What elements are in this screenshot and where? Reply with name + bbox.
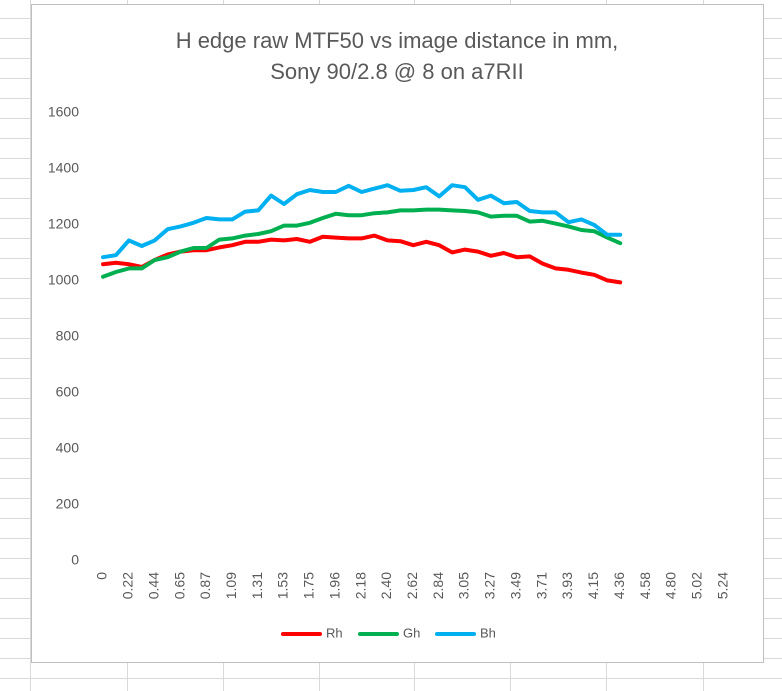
series-line	[101, 207, 623, 279]
x-tick-label: 5.24	[714, 572, 730, 599]
legend-label: Rh	[326, 625, 343, 640]
legend-label: Gh	[403, 625, 420, 640]
chart-title: Sony 90/2.8 @ 8 on a7RII	[270, 59, 524, 84]
x-tick-label: 2.62	[404, 572, 420, 599]
x-tick-label: 1.31	[249, 572, 265, 599]
y-tick-label: 1200	[48, 216, 79, 232]
x-tick-label: 1.75	[301, 572, 317, 599]
x-tick-label: 0.65	[171, 572, 187, 599]
legend-label: Bh	[480, 625, 496, 640]
x-tick-label: 4.58	[637, 572, 653, 599]
x-tick-label: 2.40	[378, 572, 394, 599]
x-tick-label: 3.93	[559, 572, 575, 599]
x-tick-label: 3.49	[507, 572, 523, 599]
y-tick-label: 400	[56, 440, 80, 456]
x-tick-label: 0.22	[120, 572, 136, 599]
x-tick-label: 1.53	[275, 572, 291, 599]
x-tick-label: 0.44	[145, 572, 161, 599]
x-tick-label: 3.05	[456, 572, 472, 599]
y-tick-label: 800	[56, 328, 80, 344]
x-tick-label: 2.84	[430, 572, 446, 599]
y-tick-label: 1400	[48, 160, 79, 176]
x-tick-label: 5.02	[688, 572, 704, 599]
x-tick-label: 2.18	[352, 572, 368, 599]
y-tick-label: 1000	[48, 272, 79, 288]
x-tick-label: 1.09	[223, 572, 239, 599]
x-tick-label: 3.27	[482, 572, 498, 599]
x-tick-label: 1.96	[326, 572, 342, 599]
series-line	[101, 183, 623, 260]
y-tick-label: 1600	[48, 104, 79, 120]
x-tick-label: 4.80	[663, 572, 679, 599]
y-tick-label: 0	[71, 552, 79, 568]
x-tick-label: 4.36	[611, 572, 627, 599]
x-tick-label: 3.71	[533, 572, 549, 599]
chart-area	[31, 4, 764, 663]
chart-title: H edge raw MTF50 vs image distance in mm…	[176, 28, 619, 53]
x-tick-label: 4.15	[585, 572, 601, 599]
y-tick-label: 600	[56, 384, 80, 400]
x-tick-label: 0	[94, 572, 110, 580]
x-tick-label: 0.87	[197, 572, 213, 599]
y-tick-label: 200	[56, 496, 80, 512]
